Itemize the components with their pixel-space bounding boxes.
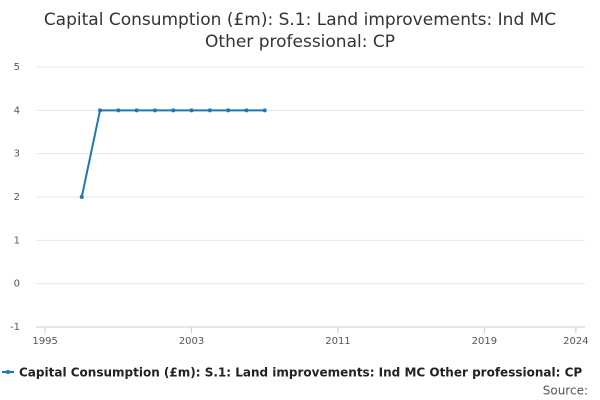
y-tick-label: -1 [10,322,20,333]
x-tick-label: 2003 [179,336,204,347]
y-tick-label: 3 [14,149,20,160]
point [244,108,249,113]
point [207,108,212,113]
point [134,108,139,113]
point [152,108,157,113]
x-tick-label: 2024 [563,336,588,347]
x-tick-label: 1995 [32,336,57,347]
y-tick-label: 4 [14,105,20,116]
point [226,108,231,113]
legend-swatch [6,370,10,374]
point [189,108,194,113]
point [262,108,267,113]
y-tick-label: 0 [14,279,20,290]
point [116,108,121,113]
legend-label: Capital Consumption (£m): S.1: Land impr… [19,366,582,380]
y-tick-label: 5 [14,62,20,73]
chart-title: Other professional: CP [205,32,395,52]
x-tick-label: 2019 [472,336,497,347]
chart-title: Capital Consumption (£m): S.1: Land impr… [44,10,556,30]
x-tick-label: 2011 [325,336,350,347]
y-tick-label: 2 [14,192,20,203]
point [98,108,103,113]
source: Source: [543,384,588,398]
y-tick-label: 1 [14,235,20,246]
point [171,108,176,113]
point [79,195,84,199]
